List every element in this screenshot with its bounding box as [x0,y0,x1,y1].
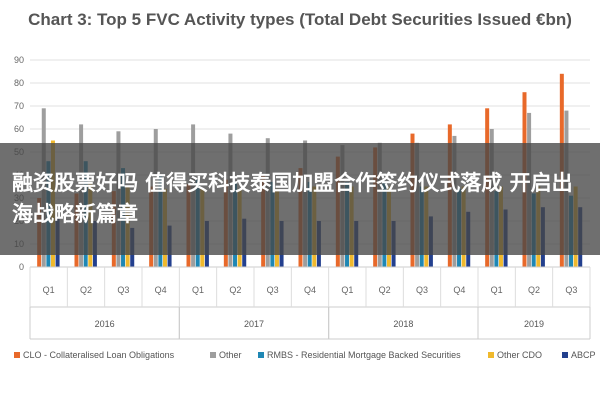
year-label: 2019 [524,319,544,329]
x-tick-label: Q1 [491,285,503,295]
legend-item: Other [210,350,242,360]
x-tick-label: Q2 [229,285,241,295]
x-tick-label: Q3 [565,285,577,295]
y-tick-label: 60 [14,124,24,134]
x-tick-label: Q1 [43,285,55,295]
legend-swatch [210,352,216,358]
x-tick-label: Q1 [192,285,204,295]
year-label: 2016 [95,319,115,329]
x-tick-label: Q3 [267,285,279,295]
x-tick-label: Q3 [416,285,428,295]
x-tick-label: Q2 [379,285,391,295]
legend-item: ABCP [562,350,596,360]
x-tick-label: Q2 [80,285,92,295]
x-tick-label: Q4 [304,285,316,295]
news-overlay-text[interactable]: 融资股票好吗 值得买科技泰国加盟合作签约仪式落成 开启出海战略新篇章 [12,171,573,226]
legend-swatch [258,352,264,358]
legend-label: ABCP [571,350,596,360]
legend-swatch [562,352,568,358]
chart-title: Chart 3: Top 5 FVC Activity types (Total… [28,10,572,29]
x-tick-label: Q4 [453,285,465,295]
y-tick-label: 70 [14,101,24,111]
y-tick-label: 80 [14,78,24,88]
y-tick-label: 90 [14,55,24,65]
legend-label: Other [219,350,242,360]
legend-label: RMBS - Residential Mortgage Backed Secur… [267,350,461,360]
legend-item: Other CDO [488,350,542,360]
x-tick-label: Q4 [155,285,167,295]
legend-swatch [488,352,494,358]
legend-swatch [14,352,20,358]
x-tick-label: Q3 [117,285,129,295]
year-label: 2018 [393,319,413,329]
x-tick-label: Q2 [528,285,540,295]
legend-item: CLO - Collateralised Loan Obligations [14,350,175,360]
legend-item: RMBS - Residential Mortgage Backed Secur… [258,350,461,360]
legend-layer: CLO - Collateralised Loan Obligations Oth… [14,350,596,360]
legend-label: CLO - Collateralised Loan Obligations [23,350,175,360]
news-overlay-banner[interactable]: 融资股票好吗 值得买科技泰国加盟合作签约仪式落成 开启出海战略新篇章 [0,143,600,255]
x-tick-label: Q1 [341,285,353,295]
year-label: 2017 [244,319,264,329]
legend-label: Other CDO [497,350,542,360]
y-tick-label: 0 [19,262,24,272]
